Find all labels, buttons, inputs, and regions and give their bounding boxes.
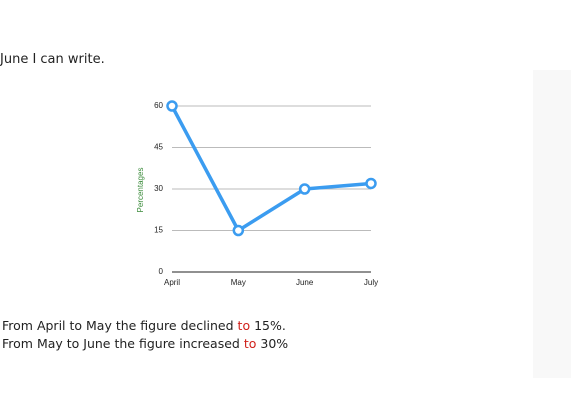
x-tick-label: April — [164, 278, 180, 287]
data-point — [232, 224, 245, 237]
text: From April to May the figure declined — [2, 318, 238, 333]
clipped-text: June I can write. — [0, 52, 105, 67]
x-tick-label: July — [364, 278, 378, 287]
data-point — [298, 183, 311, 195]
paragraph: From April to May the figure declined to… — [2, 318, 286, 333]
y-tick-label: 45 — [154, 143, 163, 152]
x-tick-label: May — [231, 278, 246, 287]
side-panel — [533, 70, 571, 378]
y-tick-label: 0 — [159, 267, 164, 276]
highlight: to — [243, 336, 257, 351]
x-tick-label: June — [296, 278, 314, 287]
highlight: to — [237, 318, 251, 333]
y-tick-label: 15 — [154, 226, 163, 235]
y-tick-label: 60 — [154, 101, 163, 110]
y-axis-label: Percentages — [136, 168, 145, 213]
data-point — [365, 177, 377, 190]
text: From May to June the figure increased — [2, 336, 244, 351]
paragraph: From May to June the figure increased to… — [2, 336, 288, 351]
text: 30% — [256, 336, 289, 351]
data-point — [166, 100, 178, 112]
y-tick-label: 30 — [154, 184, 163, 193]
text: 15%. — [250, 318, 286, 333]
data-line — [170, 105, 372, 233]
